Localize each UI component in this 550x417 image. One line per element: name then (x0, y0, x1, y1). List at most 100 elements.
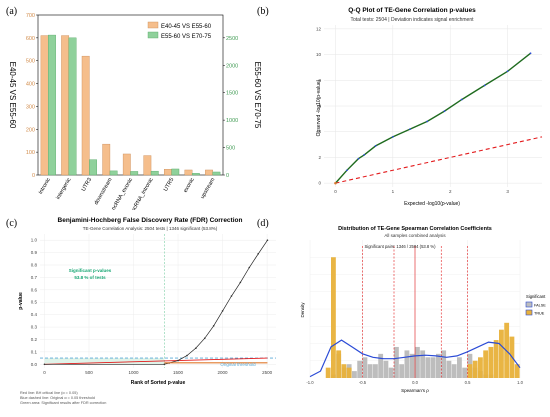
a-yleft-tick-600: 600 (26, 36, 35, 42)
d-bar-false-12 (373, 364, 378, 378)
c-bh-line (44, 357, 268, 365)
bar-a-s2-intronic (48, 34, 56, 176)
d-bar-false-21 (420, 350, 426, 378)
b-xlabel: Expected -log10(p-value) (404, 201, 460, 207)
b-ytick-2: 2 (318, 155, 321, 160)
d-bar-false-18 (404, 350, 410, 378)
c-title: Benjamini-Hochberg False Discovery Rate … (58, 217, 243, 224)
d-bar-false-26 (446, 360, 452, 378)
a-xtick-downstream: downstream (93, 177, 113, 206)
b-point-11 (506, 70, 509, 73)
c-xtick-2500: 2500 (262, 370, 273, 375)
c-xtick-0: 0 (43, 370, 46, 375)
d-xtick-0.5: 0.5 (465, 380, 471, 385)
c-significant-area (44, 358, 165, 365)
a-yright-tick-1000: 1000 (226, 118, 238, 124)
a-legend-swatch-2 (147, 31, 159, 39)
c-point-7 (212, 325, 215, 327)
d-bar-false-13 (378, 353, 384, 378)
b-point-2 (357, 157, 360, 160)
c-point-11 (248, 266, 251, 269)
b-point-1 (346, 169, 348, 172)
b-title: Q-Q Plot of TE-Gene Correlation p-values (348, 7, 476, 14)
d-bar-false-20 (415, 346, 420, 378)
c-ylabel: p-value (18, 292, 24, 310)
c-annotation-threshold: Original threshold (220, 362, 256, 367)
bar-a-s2-ncRNA_exonic (130, 171, 139, 176)
c-point-8 (221, 310, 224, 312)
a-xtick-ncRNA_exonic: ncRNA_exonic (111, 177, 135, 210)
d-bar-true-5 (336, 350, 342, 378)
a-yleft-tick-0: 0 (32, 173, 35, 179)
bar-a-s1-intergenic (61, 35, 70, 176)
c-ytick-0.8: 0.8 (31, 263, 38, 268)
c-footnote-2: Blue dashed line: Original α = 0.05 thre… (20, 396, 95, 400)
d-ylabel: Density (300, 302, 305, 318)
d-title: Distribution of TE-Gene Spearman Correla… (338, 226, 492, 232)
b-ylabel: Observed -log10(p-value) (316, 79, 322, 136)
a-yleft-tick-400: 400 (26, 82, 35, 88)
chart-b: Q-Q Plot of TE-Gene Correlation p-values… (316, 7, 543, 207)
a-yright-tick-2000: 2000 (226, 63, 238, 69)
d-bar-false-15 (388, 367, 394, 378)
bar-a-s1-intronic (40, 35, 49, 176)
d-bar-true-31 (472, 360, 478, 378)
bar-a-s2-downstream (109, 170, 118, 176)
chart-c: Benjamini-Hochberg False Discovery Rate … (18, 217, 276, 405)
b-point-8 (443, 110, 446, 113)
c-ytick-0.5: 0.5 (31, 300, 38, 305)
c-footnote-1: Red line: BH critical line (α = 0.05) (20, 391, 78, 395)
d-legend-title: Significant (526, 294, 546, 299)
d-bar-false-16 (394, 346, 399, 378)
d-legend-label-false: FALSE (534, 304, 546, 308)
d-bar-false-11 (367, 364, 373, 378)
a-legend-swatch-1 (147, 21, 159, 29)
c-ytick-0.2: 0.2 (31, 337, 38, 342)
d-bar-false-8 (352, 371, 357, 378)
a-xtick-UTR3: UTR3 (81, 177, 93, 192)
c-ytick-0.0: 0.0 (31, 362, 38, 367)
chart-a: 0 100 200 300 400 500 600 700 0 500 1000 1500 2000 2… (8, 13, 262, 210)
chart-d: Distribution of TE-Gene Spearman Correla… (300, 226, 546, 393)
b-point-6 (409, 128, 411, 131)
c-point-10 (239, 281, 242, 284)
b-point-3 (363, 153, 366, 156)
d-bar-false-23 (430, 357, 436, 378)
c-subtitle: TE-Gene Correlation Analysis: 2504 tests… (83, 226, 218, 231)
bar-a-s1-exonic (184, 169, 193, 176)
panel-b-letter: (b) (257, 6, 269, 17)
panel-a-letter: (a) (6, 6, 18, 17)
a-yleft-tick-100: 100 (26, 150, 35, 156)
d-legend-swatch-false (525, 301, 533, 308)
a-yright-tick-0: 0 (226, 173, 229, 179)
bar-a-s1-downstream (102, 143, 111, 176)
d-bar-false-25 (441, 350, 447, 378)
d-bar-false-14 (383, 360, 389, 378)
c-ytick-0.6: 0.6 (31, 287, 38, 292)
b-point-9 (460, 98, 463, 101)
b-ytick-12: 12 (316, 26, 322, 31)
bar-a-s2-exonic (191, 173, 200, 176)
b-point-5 (391, 135, 394, 138)
c-point-13 (266, 239, 269, 242)
d-bar-true-33 (483, 350, 489, 378)
bar-a-s1-ncRNA_exonic (122, 153, 131, 176)
c-annotation-significant: Significant p-values (69, 268, 112, 273)
bar-a-s2-UTR5 (171, 168, 180, 176)
c-ytick-0.3: 0.3 (31, 325, 38, 330)
d-bar-true-39 (514, 364, 520, 378)
d-annotation: Significant pairs: 1346 / 2504 (53.8 %) (365, 244, 437, 249)
a-xtick-intergenic: intergenic (55, 177, 72, 201)
d-bar-false-10 (362, 357, 368, 378)
c-point-3 (177, 359, 179, 362)
d-subtitle: All samples combined analysis (384, 233, 446, 238)
d-bar-true-34 (488, 346, 494, 378)
c-point-6 (203, 337, 206, 340)
bar-a-s1-ncRNA_intronic (143, 155, 152, 176)
d-legend: Significant FALSE TRUE (525, 294, 546, 316)
a-yright-tick-500: 500 (226, 146, 235, 152)
a-yleft-tick-700: 700 (26, 13, 35, 19)
d-xtick--1.0: -1.0 (306, 380, 314, 385)
b-point-10 (483, 84, 486, 87)
b-null-line (335, 136, 543, 184)
